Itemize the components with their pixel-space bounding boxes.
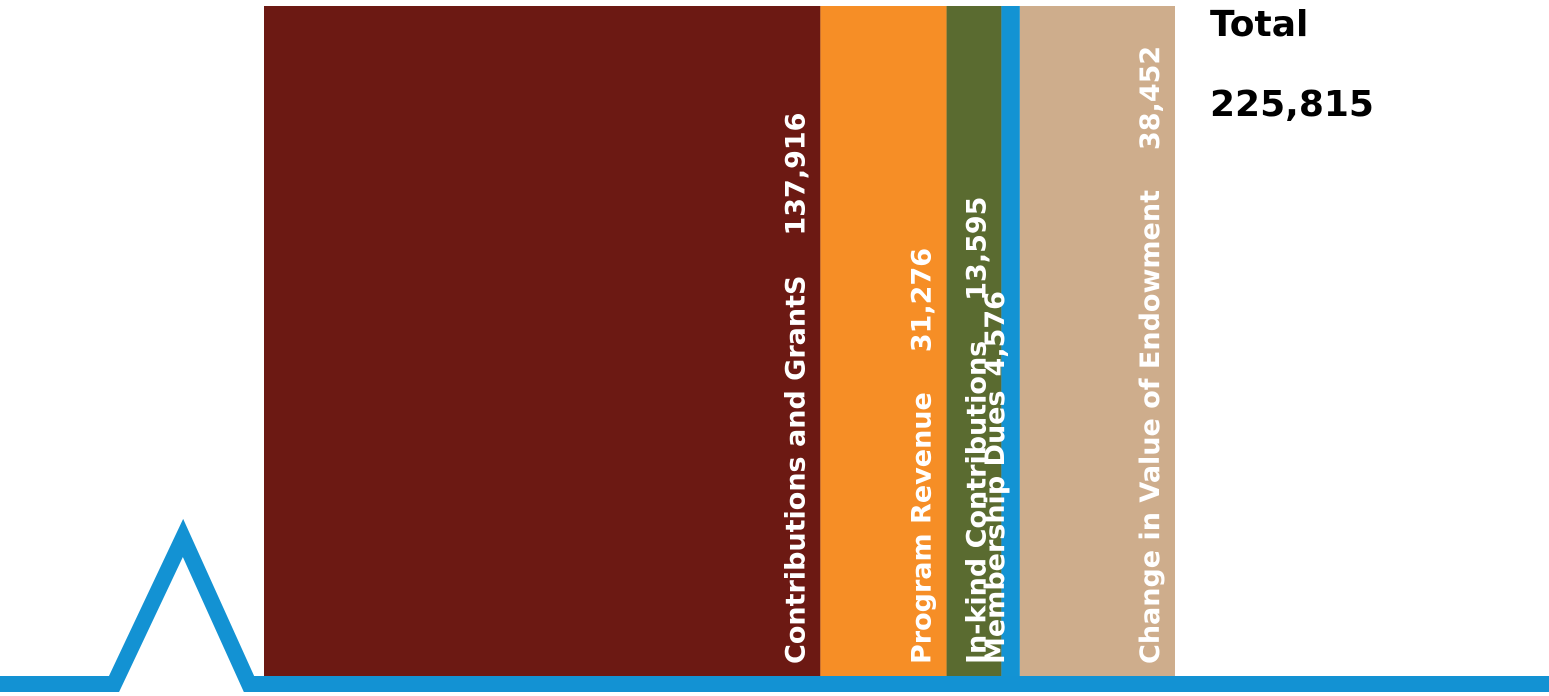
- bar-contributions-and-grants: [264, 6, 821, 684]
- mountain-baseline-decoration: [0, 518, 1549, 692]
- total-value: 225,815: [1210, 84, 1374, 125]
- value-label-change-in-value-of-endowment: 38,452: [1135, 46, 1166, 150]
- bar-membership-dues: [1001, 6, 1020, 684]
- bar-label-group-contributions-and-grants: Contributions and GrantS 137,916: [780, 113, 811, 664]
- bar-program-revenue: [820, 6, 947, 684]
- bar-in-kind-contributions: [946, 6, 1002, 684]
- value-label-membership-dues: 4,576: [980, 291, 1011, 376]
- bar-label-group-change-in-value-of-endowment: Change in Value of Endowment 38,452: [1135, 46, 1166, 664]
- bar-label-group-membership-dues: Membership Dues 4,576: [980, 291, 1011, 664]
- category-label-change-in-value-of-endowment: Change in Value of Endowment: [1135, 190, 1166, 664]
- value-label-contributions-and-grants: 137,916: [780, 113, 811, 236]
- bar-change-in-value-of-endowment: [1019, 6, 1175, 684]
- bar-label-group-program-revenue: Program Revenue 31,276: [907, 248, 938, 664]
- labels-layer: Contributions and GrantS 137,916 Program R…: [780, 46, 1166, 664]
- category-label-in-kind-contributions: In-kind Contributions: [961, 341, 992, 664]
- category-label-membership-dues: Membership Dues: [980, 390, 1011, 664]
- category-label-contributions-and-grants: Contributions and GrantS: [780, 276, 811, 664]
- value-label-program-revenue: 31,276: [907, 248, 938, 352]
- bars-layer: [264, 6, 1175, 684]
- value-label-in-kind-contributions: 13,595: [961, 197, 992, 301]
- total-label: Total: [1210, 4, 1309, 45]
- category-label-program-revenue: Program Revenue: [907, 392, 938, 664]
- bar-label-group-in-kind-contributions: In-kind Contributions 13,595: [961, 197, 992, 664]
